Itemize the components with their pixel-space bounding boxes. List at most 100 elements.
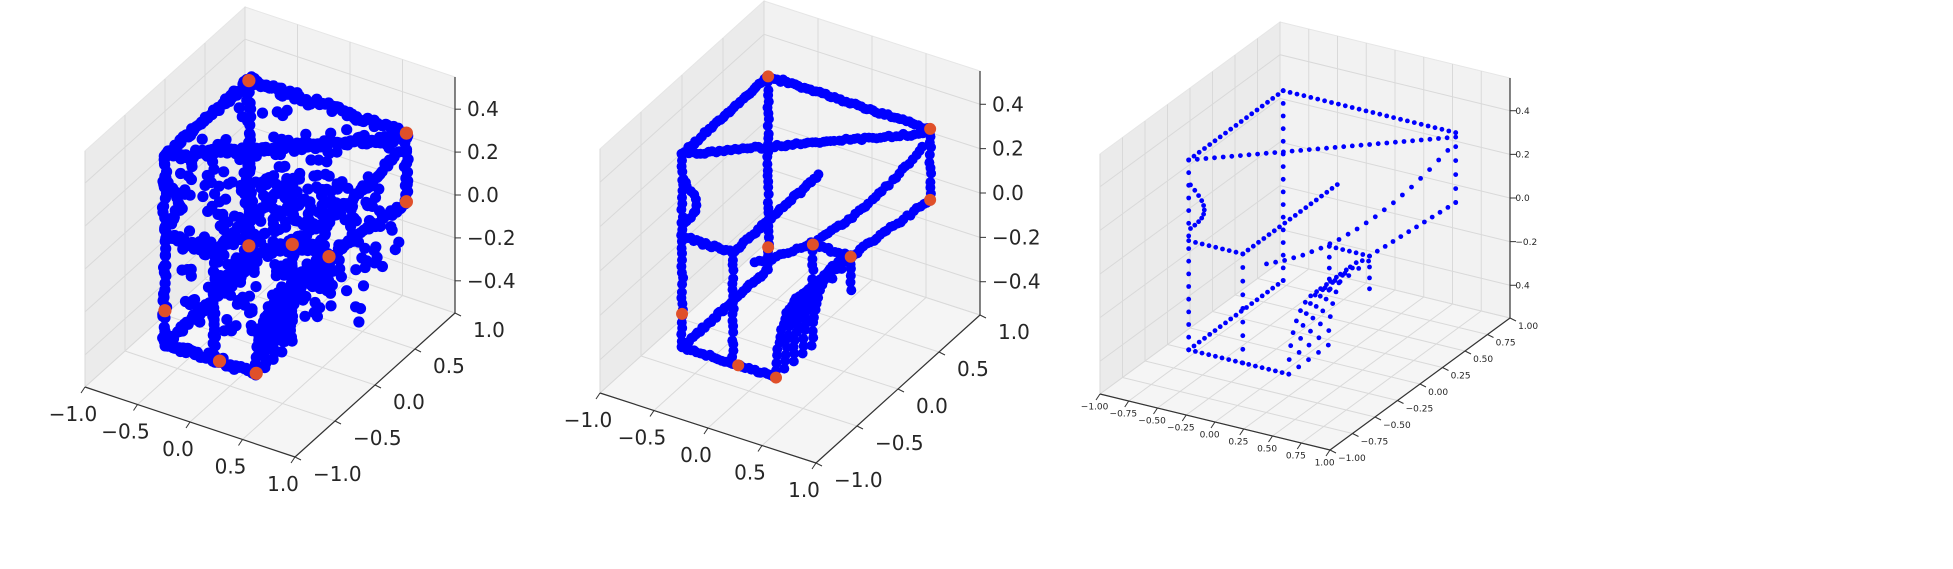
blue-point <box>186 157 198 169</box>
blue-point <box>1349 105 1355 110</box>
keypoint <box>732 359 745 372</box>
blue-point <box>1266 366 1272 372</box>
blue-point <box>229 226 241 238</box>
blue-point <box>268 131 280 143</box>
blue-point <box>1207 142 1213 148</box>
z-tick-label: −0.4 <box>467 269 516 293</box>
blue-point <box>236 111 248 123</box>
y-tick <box>414 348 422 353</box>
gridline-y <box>1122 137 1353 434</box>
x-tick-label: 0.0 <box>680 443 712 467</box>
y-tick-label: 1.0 <box>998 320 1030 344</box>
blue-point <box>1360 252 1366 257</box>
blue-point <box>762 120 773 131</box>
blue-point <box>1356 106 1362 112</box>
blue-point <box>1296 350 1302 355</box>
blue-point <box>244 148 257 161</box>
blue-point <box>1196 219 1201 225</box>
blue-point <box>1193 240 1198 245</box>
blue-point <box>1439 126 1445 132</box>
blue-point <box>1312 292 1318 298</box>
blue-point <box>763 139 774 150</box>
blue-point <box>267 224 279 236</box>
blue-point <box>230 320 242 332</box>
z-tick-label: −0.2 <box>1515 238 1537 248</box>
blue-point <box>1226 248 1232 254</box>
blue-point <box>1374 248 1380 254</box>
blue-point <box>1192 222 1198 228</box>
blue-point <box>1186 347 1192 353</box>
blue-point <box>789 335 800 346</box>
blue-point <box>385 221 397 233</box>
blue-point <box>267 289 279 301</box>
blue-point <box>1310 315 1316 321</box>
blue-point <box>1318 286 1323 292</box>
blue-point <box>1272 150 1278 156</box>
y-tick-label: −1.00 <box>1338 454 1366 464</box>
blue-point <box>845 263 856 274</box>
blue-point <box>1199 198 1205 204</box>
y-tick <box>1374 416 1382 421</box>
blue-point <box>176 264 188 276</box>
blue-point <box>236 151 248 163</box>
blue-point <box>1319 193 1324 199</box>
blue-point <box>1280 214 1286 220</box>
blue-point <box>202 281 215 293</box>
gridline-z <box>599 33 981 183</box>
blue-point <box>1199 350 1205 356</box>
y-tick-label: 0.5 <box>433 354 465 378</box>
blue-point <box>222 178 234 190</box>
gridline-y <box>640 112 858 427</box>
blue-point <box>365 197 377 209</box>
gridline-z <box>1099 185 1511 319</box>
x-tick <box>80 386 86 394</box>
blue-point <box>350 215 362 227</box>
blue-point <box>1207 332 1213 337</box>
blue-point <box>807 326 818 336</box>
blue-point <box>1347 248 1352 254</box>
blue-point <box>176 203 188 215</box>
y-tick-label: −0.75 <box>1361 437 1389 447</box>
blue-point <box>291 215 304 227</box>
blue-point <box>1298 308 1303 314</box>
keypoint <box>806 238 819 251</box>
y-tick <box>294 456 302 461</box>
blue-point <box>190 313 202 325</box>
blue-point <box>1330 301 1336 306</box>
blue-point <box>780 350 791 360</box>
blue-point <box>1445 205 1451 210</box>
blue-point <box>1261 236 1267 241</box>
blue-point <box>1273 259 1278 265</box>
blue-point <box>1280 164 1286 170</box>
blue-point <box>1367 253 1372 259</box>
blue-point <box>1280 88 1286 94</box>
blue-point <box>174 231 186 243</box>
blue-point <box>1246 362 1252 367</box>
blue-point <box>1453 200 1459 205</box>
gridline-z <box>1099 97 1511 231</box>
blue-point <box>1217 134 1223 140</box>
blue-point <box>237 216 249 228</box>
blue-point <box>1323 296 1329 302</box>
blue-point <box>1414 224 1419 230</box>
blue-point <box>1390 239 1396 244</box>
keypoint <box>844 250 857 263</box>
blue-point <box>323 147 335 159</box>
blue-point <box>845 277 856 288</box>
blue-point <box>393 146 405 158</box>
x-tick <box>595 392 601 400</box>
blue-point <box>239 299 251 311</box>
blue-point <box>302 183 314 195</box>
blue-point <box>268 245 280 257</box>
y-tick <box>374 384 382 389</box>
blue-point <box>728 265 739 276</box>
blue-point <box>1318 321 1323 327</box>
y-tick <box>1509 317 1517 322</box>
blue-point <box>326 279 338 291</box>
x-tick <box>649 410 655 417</box>
y-tick-label: 0.5 <box>957 357 989 381</box>
blue-point <box>763 189 774 200</box>
blue-point <box>1275 92 1281 97</box>
blue-point <box>1328 279 1333 284</box>
y-tick <box>1487 334 1494 338</box>
